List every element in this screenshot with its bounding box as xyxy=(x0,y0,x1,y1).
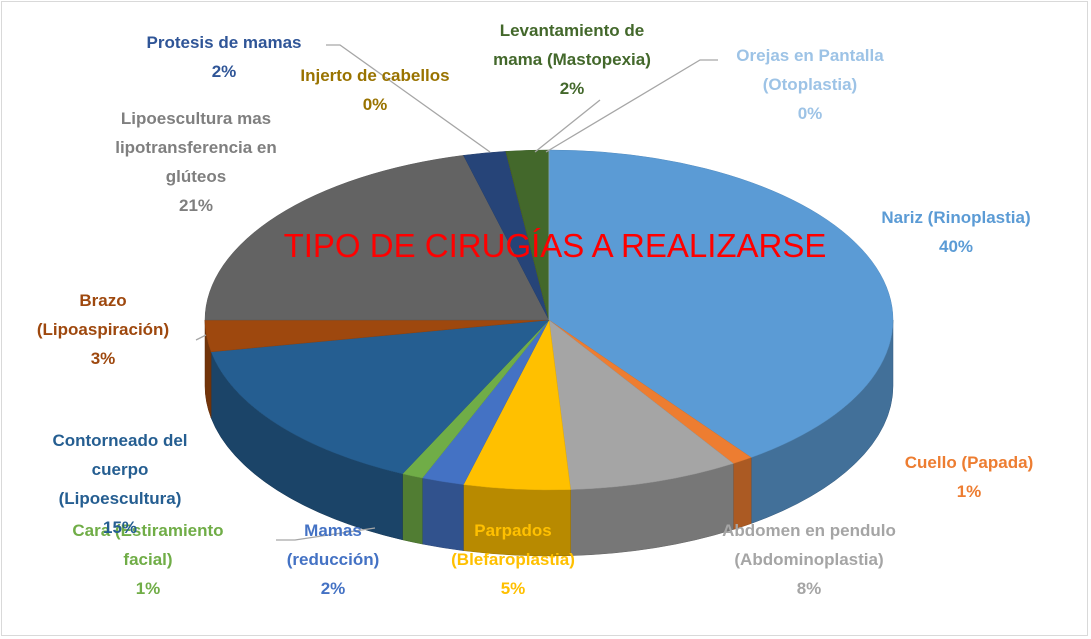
data-label: Parpados (Blefaroplastia) 5% xyxy=(418,516,608,603)
value-label: 5% xyxy=(500,579,526,598)
value-label: 1% xyxy=(956,482,982,501)
value-label: 3% xyxy=(90,349,116,368)
category-label: Cuello (Papada) xyxy=(904,453,1034,472)
pie-slice xyxy=(210,319,550,475)
category-label: Levantamiento de mama (Mastopexia) xyxy=(493,21,651,69)
category-label: Abdomen en pendulo (Abdominoplastia) xyxy=(722,521,896,569)
data-label: Cara (Estiramiento facial) 1% xyxy=(58,516,238,603)
value-label: 21% xyxy=(178,196,214,215)
chart-title: TIPO DE CIRUGÍAS A REALIZARSE xyxy=(283,227,827,264)
category-label: Nariz (Rinoplastia) xyxy=(881,208,1031,227)
category-label: Protesis de mamas xyxy=(146,33,302,52)
data-label: Levantamiento de mama (Mastopexia) 2% xyxy=(487,16,657,103)
data-label: Cuello (Papada) 1% xyxy=(879,448,1059,506)
category-label: Cara (Estiramiento facial) xyxy=(72,521,224,569)
value-label: 2% xyxy=(211,62,237,81)
category-label: Orejas en Pantalla (Otoplastia) xyxy=(736,46,884,94)
category-label: Contorneado del cuerpo (Lipoescultura) xyxy=(52,431,188,508)
leader-line xyxy=(545,59,718,153)
value-label: 0% xyxy=(362,95,388,114)
category-label: Injerto de cabellos xyxy=(300,66,450,85)
data-label: Lipoescultura mas lipotransferencia en g… xyxy=(91,104,301,220)
data-label: Mamas (reducción) 2% xyxy=(273,516,393,603)
data-label: Abdomen en pendulo (Abdominoplastia) 8% xyxy=(719,516,899,603)
category-label: Mamas (reducción) xyxy=(286,521,380,569)
leader-line xyxy=(195,334,207,341)
value-label: 40% xyxy=(938,237,974,256)
category-label: Parpados (Blefaroplastia) xyxy=(451,521,575,569)
data-label: Contorneado del cuerpo (Lipoescultura) 15… xyxy=(30,426,210,542)
value-label: 2% xyxy=(320,579,346,598)
pie-slice xyxy=(548,319,734,490)
leader-line xyxy=(326,44,491,153)
leader-line xyxy=(276,527,376,541)
pie-slice xyxy=(204,155,550,321)
data-label: Nariz (Rinoplastia) 40% xyxy=(866,203,1046,261)
data-label: Injerto de cabellos 0% xyxy=(275,61,475,119)
category-label: Brazo (Lipoaspiración) xyxy=(36,291,170,339)
pie-tops xyxy=(204,149,894,491)
value-label: 15% xyxy=(102,518,138,537)
data-label: Orejas en Pantalla (Otoplastia) 0% xyxy=(710,41,910,128)
leader-line xyxy=(534,99,601,153)
data-label: Brazo (Lipoaspiración) 3% xyxy=(13,286,193,373)
value-label: 2% xyxy=(559,79,585,98)
value-label: 8% xyxy=(796,579,822,598)
pie-sides xyxy=(204,319,894,557)
value-label: 1% xyxy=(135,579,161,598)
pie-slice xyxy=(548,149,894,458)
value-label: 0% xyxy=(797,104,823,123)
category-label: Lipoescultura mas lipotransferencia en g… xyxy=(115,109,277,186)
data-label: Protesis de mamas 2% xyxy=(114,28,334,86)
leader-lines xyxy=(195,44,718,541)
